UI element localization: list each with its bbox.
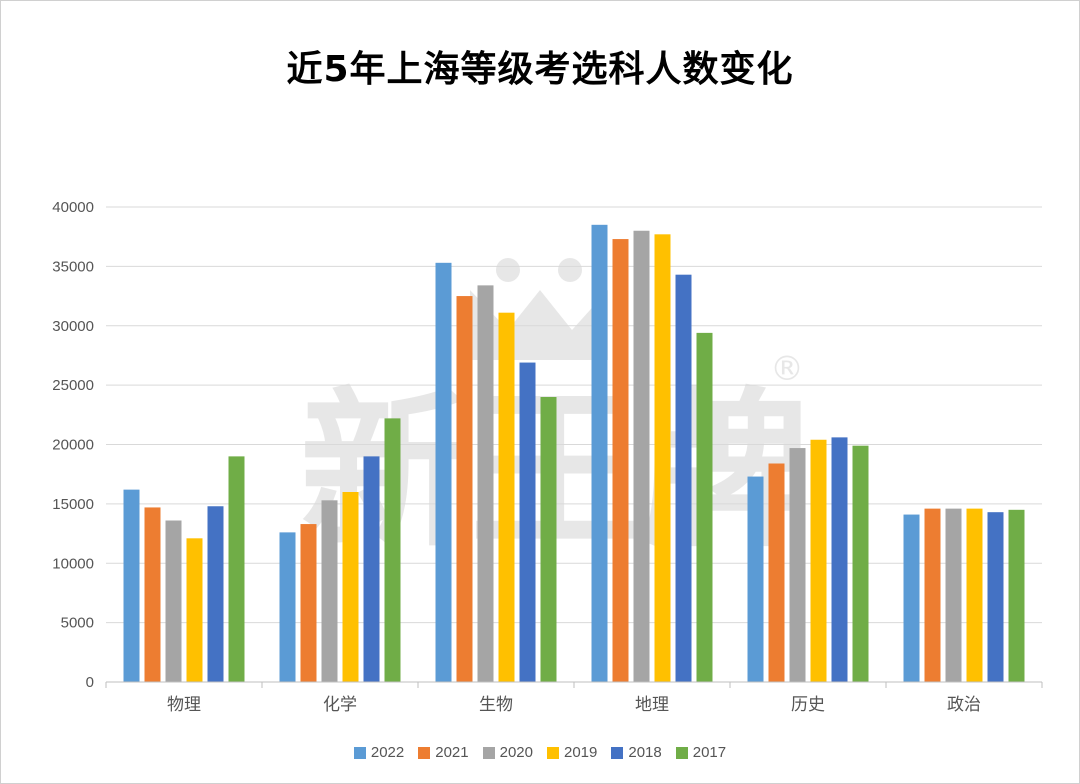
legend-item-2020: 2020: [482, 744, 533, 761]
chart-title: 近5年上海等级考选科人数变化: [286, 49, 794, 90]
bar-2019-3: [654, 234, 671, 682]
y-tick-label: 25000: [52, 377, 94, 394]
bar-2022-4: [747, 476, 764, 682]
legend-swatch: [547, 746, 559, 759]
bar-2021-0: [144, 507, 161, 682]
bar-2021-2: [456, 296, 473, 682]
bar-2017-3: [696, 332, 713, 682]
bar-2017-5: [1008, 509, 1025, 682]
gridlines: [106, 206, 1042, 624]
y-axis-ticks: 0 5000 10000 15000 20000 25000 30000 35000 40000: [52, 199, 94, 691]
category-label: 化学: [323, 695, 357, 715]
bar-2020-2: [477, 285, 494, 682]
legend-swatch: [353, 746, 366, 759]
legend-item-2022: 2022: [353, 744, 405, 761]
y-tick-label: 20000: [52, 437, 94, 454]
bar-2022-5: [903, 514, 920, 682]
y-tick-label: 30000: [52, 318, 94, 335]
bar-2021-3: [612, 239, 629, 682]
bar-2022-3: [591, 224, 608, 682]
bar-2018-2: [519, 362, 536, 682]
bar-2022-1: [279, 532, 296, 682]
y-tick-label: 10000: [52, 555, 94, 572]
bar-2019-2: [498, 312, 515, 682]
legend: 2022 2021 2020 2019 2018 2017: [0, 744, 1080, 761]
bar-2018-3: [675, 274, 692, 682]
legend-label: 2017: [692, 744, 727, 761]
bar-2018-0: [207, 506, 224, 682]
bar-2019-0: [186, 538, 203, 682]
legend-label: 2022: [370, 744, 405, 761]
bar-2017-2: [540, 397, 557, 682]
legend-swatch: [482, 746, 495, 759]
y-tick-label: 5000: [61, 615, 94, 632]
bar-2022-2: [435, 262, 452, 682]
y-tick-label: 15000: [52, 496, 94, 513]
category-label: 历史: [791, 695, 825, 715]
legend-item-2017: 2017: [675, 744, 727, 761]
bar-2020-0: [165, 520, 182, 682]
bar-2017-0: [228, 456, 245, 682]
category-label: 物理: [167, 695, 201, 715]
bar-2017-4: [852, 445, 869, 682]
bar-2019-4: [810, 439, 827, 682]
legend-item-2019: 2019: [547, 744, 597, 761]
bar-2020-5: [945, 508, 962, 682]
legend-label: 2021: [435, 744, 469, 761]
bar-2018-5: [987, 512, 1004, 682]
bar-2019-1: [342, 492, 359, 682]
bar-2021-5: [924, 508, 941, 682]
legend-swatch: [418, 746, 431, 759]
legend-label: 2020: [499, 744, 533, 761]
category-label: 地理: [635, 695, 669, 715]
bars: [123, 224, 1025, 682]
legend-item-2021: 2021: [418, 744, 469, 761]
y-tick-label: 35000: [52, 258, 94, 275]
y-tick-label: 0: [86, 674, 94, 691]
bar-2021-1: [300, 524, 317, 682]
category-label: 政治: [947, 695, 981, 715]
bar-2018-4: [831, 437, 848, 682]
bar-2021-4: [768, 463, 785, 682]
y-tick-label: 40000: [52, 199, 94, 216]
bar-2020-4: [789, 448, 806, 682]
legend-swatch: [611, 746, 624, 759]
bar-2018-1: [363, 456, 380, 682]
bar-2019-5: [966, 508, 983, 682]
bar-2022-0: [123, 489, 140, 682]
legend-label: 2018: [628, 744, 662, 761]
legend-item-2018: 2018: [611, 744, 662, 761]
bar-2017-1: [384, 418, 401, 682]
legend-swatch: [675, 746, 688, 759]
bar-2020-3: [633, 230, 650, 682]
bar-2020-1: [321, 500, 338, 682]
legend-label: 2019: [564, 744, 598, 761]
category-label: 生物: [479, 695, 513, 715]
x-axis: 物理 化学 生物 地理 历史 政治: [105, 681, 1043, 715]
